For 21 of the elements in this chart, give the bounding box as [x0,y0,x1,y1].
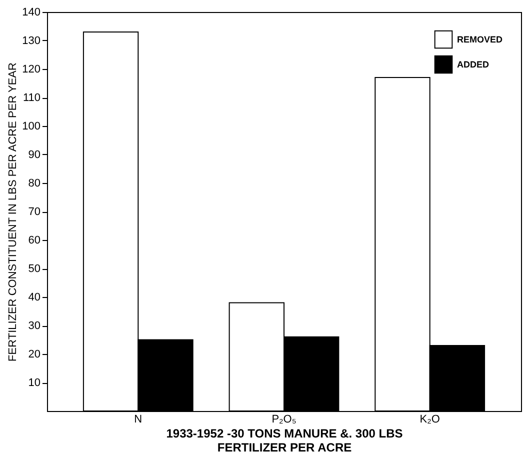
legend-label: REMOVED [457,34,504,44]
x-tick-label: N [134,414,142,426]
y-axis-title: FERTILIZER CONSTITUENT IN LBS PER ACRE PER YEAR [7,62,20,362]
x-tick-label: P₂O₅ [272,414,296,426]
x-tick-label: K₂O [420,414,440,426]
y-tick-label: 140 [22,6,40,18]
y-tick-label: 120 [22,64,40,76]
y-tick-label: 130 [22,35,40,47]
y-tick-label: 50 [28,263,40,275]
y-tick-label: 70 [28,206,40,218]
y-tick-label: 100 [22,120,40,132]
legend-label: ADDED [457,60,490,70]
y-tick-label: 20 [28,348,40,360]
y-tick-label: 10 [28,377,40,389]
y-tick-label: 90 [28,149,40,161]
y-tick-label: 30 [28,320,40,332]
x-axis-title: 1933-1952 -30 TONS MANURE &. 300 LBS FERTILIZER PER ACRE [166,426,403,454]
y-tick-label: 80 [28,178,40,190]
y-tick-label: 40 [28,292,40,304]
y-tick-label: 110 [22,92,40,104]
y-tick-label: 60 [28,234,40,246]
